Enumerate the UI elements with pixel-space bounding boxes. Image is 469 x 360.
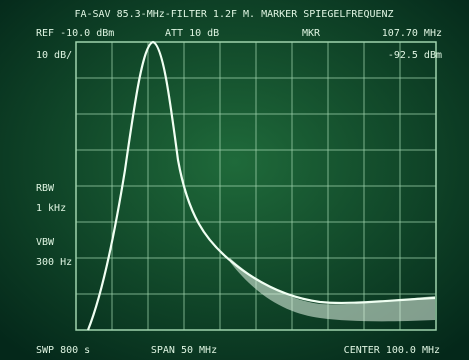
rbw-value: 1 kHz — [36, 203, 66, 214]
rbw-label: RBW — [36, 183, 55, 194]
ref-level: REF -10.0 dBm — [36, 28, 114, 39]
center-frequency: CENTER 100.0 MHz — [344, 345, 440, 356]
span: SPAN 50 MHz — [151, 345, 217, 356]
attenuation: ATT 10 dB — [165, 28, 219, 39]
vbw-value: 300 Hz — [36, 257, 72, 268]
marker-label: MKR — [302, 28, 321, 39]
graticule — [75, 41, 437, 331]
scale: 10 dB/ — [36, 50, 72, 61]
title: FA-SAV 85.3-MHz-FILTER 1.2F M. MARKER SP… — [74, 9, 393, 20]
noise-band — [230, 258, 435, 322]
marker-frequency: 107.70 MHz — [382, 28, 442, 39]
trace — [86, 40, 436, 331]
vbw-label: VBW — [36, 237, 55, 248]
marker-level: -92.5 dBm — [388, 50, 442, 61]
sweep-time: SWP 800 s — [36, 345, 90, 356]
